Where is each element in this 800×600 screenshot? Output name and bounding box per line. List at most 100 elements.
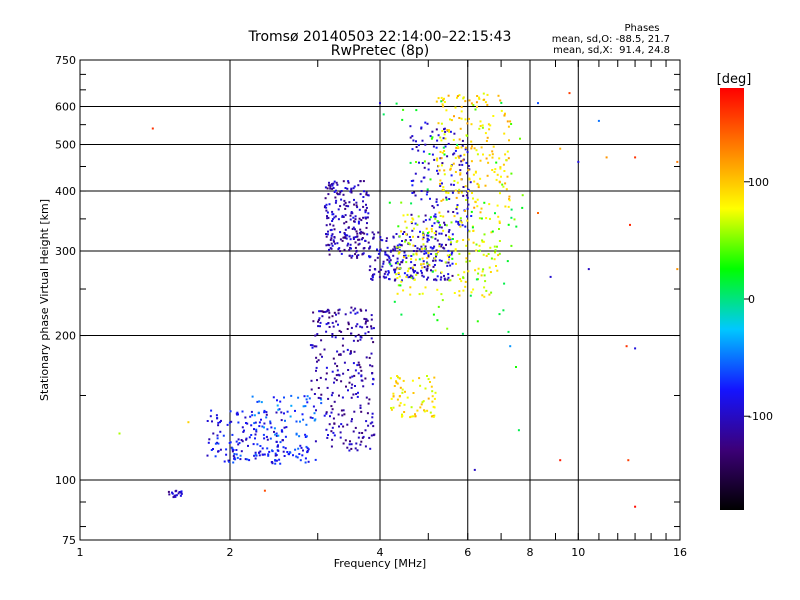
data-point: [349, 218, 352, 221]
data-point: [625, 345, 628, 348]
data-point: [361, 238, 363, 241]
data-point: [438, 211, 441, 214]
data-point: [365, 226, 368, 229]
data-point: [363, 190, 365, 193]
data-point: [276, 399, 278, 402]
data-point: [466, 134, 469, 137]
data-point: [299, 420, 301, 423]
data-point: [330, 411, 333, 414]
data-point: [335, 379, 338, 382]
data-point: [467, 188, 470, 191]
data-point: [374, 268, 377, 271]
data-point: [280, 430, 283, 433]
data-point: [319, 321, 322, 324]
data-point: [427, 378, 430, 381]
data-point: [383, 272, 386, 275]
data-point: [437, 250, 440, 253]
data-point: [426, 240, 429, 243]
data-point: [451, 251, 454, 254]
data-point: [401, 261, 404, 264]
data-point: [187, 421, 190, 424]
data-point: [357, 222, 360, 225]
data-point: [441, 103, 444, 106]
data-point: [460, 160, 463, 163]
data-point: [348, 443, 351, 446]
data-point: [363, 232, 366, 235]
data-point: [338, 329, 341, 332]
data-point: [331, 184, 334, 187]
data-point: [419, 230, 421, 233]
data-point: [345, 220, 348, 223]
data-point: [382, 260, 385, 263]
data-point: [420, 126, 423, 129]
data-point: [229, 441, 232, 444]
data-point: [333, 381, 335, 384]
data-point: [390, 264, 393, 267]
data-point: [426, 265, 429, 268]
data-point: [439, 179, 442, 182]
data-point: [348, 449, 351, 452]
data-point: [424, 121, 427, 124]
data-point: [411, 135, 414, 138]
data-point: [351, 228, 354, 230]
data-point: [353, 203, 356, 206]
data-point: [559, 147, 562, 150]
data-point: [420, 269, 423, 272]
data-point: [330, 242, 333, 245]
data-point: [453, 292, 456, 294]
data-point: [378, 250, 381, 253]
data-point: [455, 240, 458, 243]
data-point: [415, 273, 418, 276]
data-point: [296, 456, 299, 459]
data-point: [248, 459, 251, 462]
data-point: [341, 414, 344, 417]
gridlines: [80, 60, 680, 540]
data-point: [445, 191, 448, 194]
data-point: [335, 320, 338, 323]
data-point: [333, 240, 335, 243]
data-point: [414, 222, 417, 225]
data-point: [345, 385, 347, 388]
data-point: [209, 415, 212, 418]
colorbar-tick-label: -100: [748, 410, 773, 423]
x-tick-label: 6: [464, 546, 471, 559]
data-point: [498, 220, 501, 223]
data-point: [340, 330, 343, 333]
data-point: [456, 212, 459, 215]
data-point: [371, 365, 374, 368]
x-tick-label: 10: [571, 546, 585, 559]
data-point: [240, 439, 243, 441]
data-point: [229, 410, 232, 413]
data-point: [339, 205, 342, 208]
data-point: [459, 217, 462, 220]
data-point: [310, 388, 313, 391]
data-point: [436, 275, 439, 278]
data-point: [278, 408, 281, 411]
data-point: [487, 253, 490, 255]
data-point: [286, 410, 289, 413]
data-point: [459, 220, 462, 223]
data-point: [467, 270, 470, 273]
data-point: [329, 184, 332, 187]
data-point: [466, 122, 469, 125]
data-point: [356, 311, 359, 314]
data-point: [401, 391, 404, 394]
data-point: [423, 410, 426, 413]
data-point: [459, 173, 462, 176]
data-point: [432, 259, 435, 262]
data-point: [497, 215, 500, 218]
data-point: [359, 404, 362, 407]
data-point: [361, 379, 364, 382]
data-point: [472, 241, 475, 244]
data-point: [341, 239, 344, 242]
data-point: [398, 246, 401, 249]
data-point: [468, 99, 471, 102]
data-point: [517, 429, 520, 432]
data-point: [396, 277, 399, 279]
data-point: [326, 211, 329, 214]
data-point: [212, 448, 214, 450]
data-point: [305, 423, 308, 426]
data-point: [414, 413, 416, 416]
data-point: [327, 193, 330, 196]
data-point: [171, 492, 174, 495]
